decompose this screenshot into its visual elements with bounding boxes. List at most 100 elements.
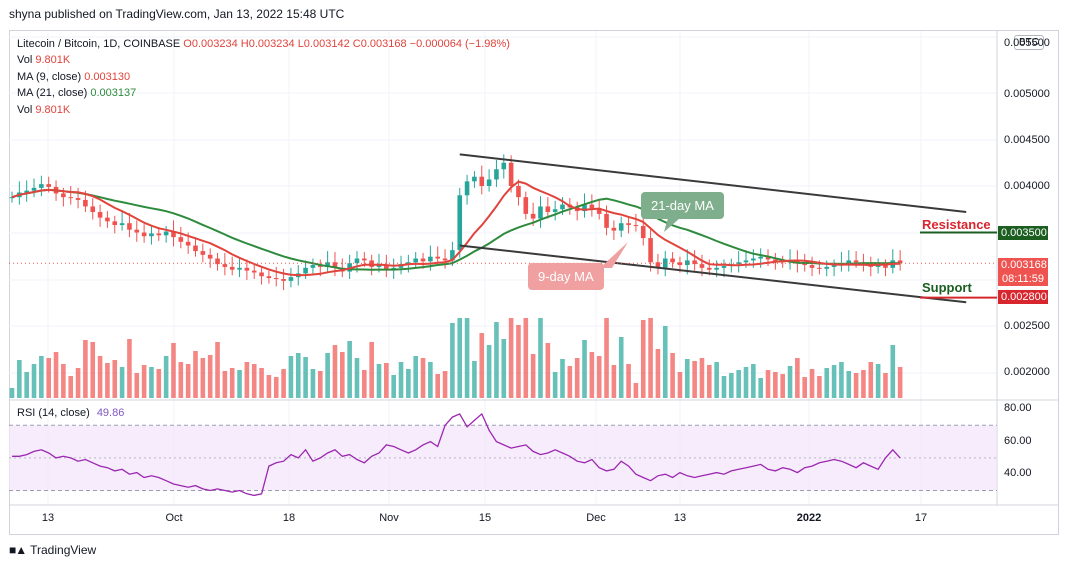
legend-symbol[interactable]: Litecoin / Bitcoin, 1D, COINBASE bbox=[17, 38, 181, 50]
volume-bar bbox=[185, 364, 191, 398]
volume-bar bbox=[413, 356, 418, 398]
candle-body bbox=[501, 162, 507, 170]
volume-bar bbox=[684, 359, 690, 398]
candle-body bbox=[684, 260, 690, 266]
legend-ma21-row: MA (21, close) 0.003137 bbox=[17, 85, 510, 101]
candle-body bbox=[90, 206, 96, 213]
legend-high: H0.003234 bbox=[240, 38, 295, 50]
volume-bar bbox=[303, 357, 308, 398]
volume-bar bbox=[369, 342, 374, 398]
resistance-label: Resistance bbox=[922, 217, 991, 232]
volume-bar bbox=[442, 371, 448, 398]
tradingview-logo[interactable]: ■▲ TradingView bbox=[9, 543, 96, 557]
volume-bar bbox=[75, 368, 81, 398]
volume-bar bbox=[508, 318, 514, 398]
candle-body bbox=[75, 198, 81, 200]
candle-body bbox=[714, 267, 719, 270]
candle-body bbox=[795, 260, 800, 264]
volume-bar bbox=[207, 355, 213, 398]
candle-body bbox=[523, 197, 529, 214]
ma21-line bbox=[11, 188, 901, 271]
ma9-annotation: 9-day MA bbox=[528, 263, 604, 290]
price-tick-label: 0.004000 bbox=[1004, 180, 1050, 192]
candle-body bbox=[222, 264, 228, 267]
volume-bar bbox=[633, 383, 639, 398]
volume-bar bbox=[853, 373, 859, 398]
candle-body bbox=[141, 232, 147, 237]
volume-bar bbox=[883, 373, 888, 398]
volume-bar bbox=[83, 340, 88, 398]
candle-body bbox=[413, 258, 418, 263]
volume-bar bbox=[266, 375, 272, 398]
candle-body bbox=[215, 258, 220, 265]
candle-body bbox=[39, 184, 44, 188]
volume-bar bbox=[670, 353, 675, 398]
legend-vol2-value: 9.801K bbox=[35, 103, 71, 116]
volume-bar bbox=[589, 352, 595, 398]
volume-bar bbox=[758, 378, 763, 398]
volume-bar bbox=[530, 354, 536, 398]
rsi-tick-label: 60.00 bbox=[1004, 435, 1032, 447]
legend-ma9-label[interactable]: MA (9, close) bbox=[17, 70, 82, 83]
candle-body bbox=[677, 262, 683, 266]
volume-bar bbox=[46, 358, 51, 398]
volume-bar bbox=[729, 373, 734, 398]
legend-vol-label[interactable]: Vol bbox=[17, 54, 33, 67]
candle-body bbox=[68, 197, 74, 199]
legend-vol-value: 9.801K bbox=[35, 54, 71, 67]
candle-body bbox=[325, 262, 330, 267]
ma21-annotation: 21-day MA bbox=[641, 192, 724, 219]
volume-bar bbox=[472, 361, 477, 398]
volume-bar bbox=[831, 365, 837, 398]
volume-bar bbox=[39, 356, 44, 398]
currency-badge[interactable]: BTC bbox=[1014, 35, 1044, 50]
volume-bar bbox=[567, 366, 573, 398]
candle-body bbox=[450, 250, 455, 261]
candle-body bbox=[530, 213, 536, 219]
candle-body bbox=[809, 265, 815, 268]
volume-bar bbox=[259, 368, 264, 398]
channel-lower-line bbox=[459, 244, 967, 304]
chart-legend: Litecoin / Bitcoin, 1D, COINBASE O0.0032… bbox=[17, 36, 510, 118]
legend-ma9-value: 0.003130 bbox=[84, 70, 131, 83]
candle-body bbox=[46, 184, 51, 187]
legend-ma21-label[interactable]: MA (21, close) bbox=[17, 87, 88, 100]
rsi-band bbox=[9, 425, 997, 491]
candle-body bbox=[618, 223, 624, 231]
candle-body bbox=[633, 225, 639, 227]
volume-bar bbox=[677, 372, 683, 398]
candle-body bbox=[596, 208, 602, 214]
candle-body bbox=[655, 262, 661, 268]
volume-bar bbox=[127, 339, 132, 398]
candle-body bbox=[119, 223, 125, 226]
time-tick-label: 17 bbox=[914, 512, 928, 524]
volume-bar bbox=[523, 318, 529, 398]
volume-bar bbox=[648, 318, 653, 398]
legend-vol2-row: Vol 9.801K bbox=[17, 102, 510, 118]
tradingview-logo-text: TradingView bbox=[30, 543, 97, 557]
candle-body bbox=[266, 276, 272, 279]
rsi-tick-label: 40.00 bbox=[1004, 467, 1032, 479]
candle-body bbox=[244, 267, 250, 271]
publisher-line: shyna published on TradingView.com, Jan … bbox=[9, 7, 345, 21]
volume-bar bbox=[119, 367, 125, 398]
volume-bar bbox=[244, 362, 250, 398]
volume-bar bbox=[193, 351, 198, 398]
candle-body bbox=[303, 267, 308, 274]
time-tick-label: 15 bbox=[478, 512, 492, 524]
candle-body bbox=[237, 267, 242, 270]
candle-body bbox=[163, 231, 169, 236]
volume-bar bbox=[398, 362, 404, 398]
legend-vol2-label[interactable]: Vol bbox=[17, 103, 33, 116]
volume-bar bbox=[171, 343, 176, 398]
rsi-tick-label: 80.00 bbox=[1004, 402, 1032, 414]
volume-bar bbox=[516, 325, 521, 398]
volume-bar bbox=[295, 353, 301, 398]
volume-bar bbox=[362, 370, 367, 398]
candle-body bbox=[552, 209, 558, 213]
rsi-legend-label[interactable]: RSI (14, close) bbox=[17, 407, 90, 419]
volume-bar bbox=[582, 340, 587, 398]
volume-bar bbox=[222, 371, 228, 398]
candle-body bbox=[442, 258, 448, 261]
